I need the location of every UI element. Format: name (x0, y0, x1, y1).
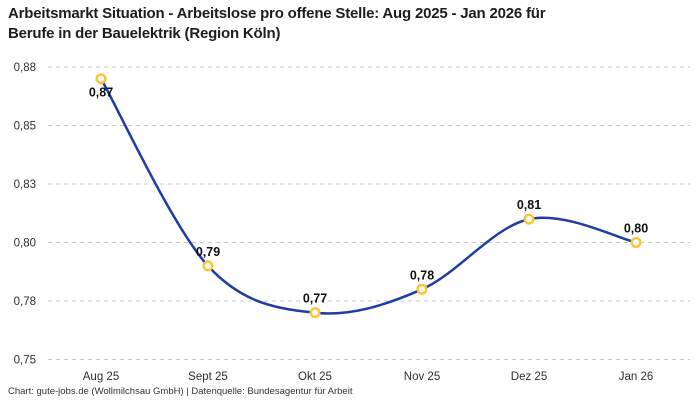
y-axis-tick-label: 0,80 (14, 238, 36, 250)
y-axis-tick-label: 0,75 (14, 355, 36, 367)
chart-title: Arbeitsmarkt Situation - Arbeitslose pro… (8, 4, 692, 44)
y-axis-tick-label: 0,85 (14, 121, 36, 133)
data-point-marker (416, 283, 428, 295)
x-axis-tick-label: Dez 25 (511, 371, 547, 383)
data-point-marker (630, 236, 642, 248)
data-point-label: 0,79 (196, 245, 220, 259)
data-point-marker (202, 260, 214, 272)
y-axis-tick-label: 0,78 (14, 296, 36, 308)
data-point-label: 0,78 (410, 268, 434, 282)
chart-title-line-1: Arbeitsmarkt Situation - Arbeitslose pro… (8, 5, 546, 22)
data-point-marker (523, 213, 535, 225)
chart-title-line-2: Berufe in der Bauelektrik (Region Köln) (8, 25, 281, 42)
chart-credit: Chart: gute-jobs.de (Wollmilchsau GmbH) … (8, 386, 353, 397)
data-point-label: 0,80 (624, 222, 648, 236)
x-axis-tick-label: Jan 26 (619, 371, 654, 383)
x-axis-tick-label: Okt 25 (298, 371, 332, 383)
x-axis-tick-label: Aug 25 (83, 371, 119, 383)
y-axis-tick-label: 0,88 (14, 62, 36, 74)
data-line (99, 77, 638, 315)
data-point-marker (309, 307, 321, 319)
data-point-label: 0,87 (89, 86, 113, 100)
x-axis-tick-label: Sept 25 (188, 371, 228, 383)
x-axis-tick-label: Nov 25 (404, 371, 440, 383)
data-point-marker (95, 73, 107, 85)
data-point-label: 0,77 (303, 292, 327, 306)
data-point-label: 0,81 (517, 198, 541, 212)
y-axis-tick-label: 0,83 (14, 179, 36, 191)
